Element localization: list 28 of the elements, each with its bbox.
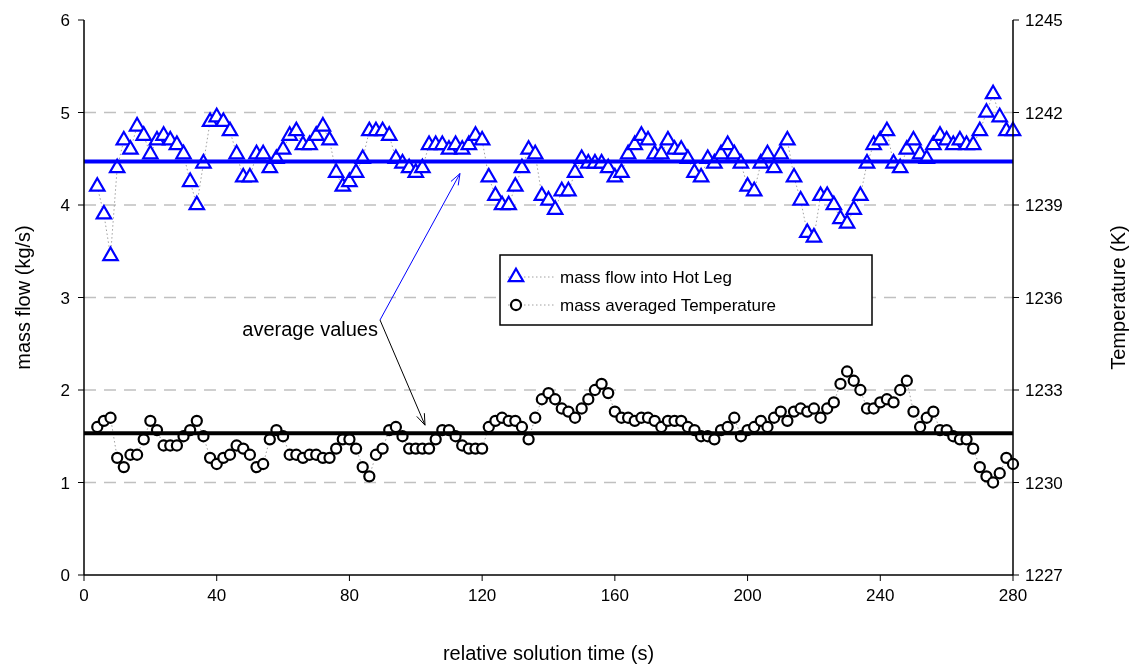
y2-tick-label: 1239: [1025, 196, 1063, 215]
y-tick-label: 2: [60, 381, 70, 400]
x-tick-label: 40: [207, 586, 227, 605]
x-tick-label: 80: [339, 586, 359, 605]
x-axis-title: relative solution time (s): [442, 642, 655, 664]
y-tick-label: 5: [60, 103, 70, 123]
y2-tick-label: 1227: [1025, 566, 1063, 585]
y-tick-label: 1: [60, 473, 70, 493]
annotation: average values: [242, 318, 378, 340]
x-tick-label: 240: [866, 586, 895, 605]
y-axis-title: mass flow (kg/s): [12, 225, 34, 370]
x-tick-label: 200: [733, 586, 762, 605]
y-tick-label: 4: [60, 196, 70, 215]
x-tick-label: 120: [467, 586, 497, 605]
x-tick-label: 280: [998, 586, 1028, 605]
x-tick-label: 0: [79, 586, 89, 605]
y-tick-label: 3: [60, 288, 70, 308]
y2-tick-label: 1230: [1025, 473, 1063, 493]
y2-tick-label: 1245: [1025, 11, 1063, 30]
y2-tick-label: 1233: [1025, 381, 1063, 400]
legend-label: mass flow into Hot Leg: [560, 268, 732, 287]
y2-axis-title: Temperature (K): [1107, 225, 1129, 370]
legend-label: mass averaged Temperature: [560, 296, 777, 315]
x-tick-label: 160: [600, 586, 630, 605]
y-tick-label: 6: [60, 11, 70, 30]
y2-tick-label: 1242: [1025, 103, 1063, 123]
y2-tick-label: 1236: [1025, 288, 1063, 308]
y-tick-label: 0: [60, 566, 70, 585]
